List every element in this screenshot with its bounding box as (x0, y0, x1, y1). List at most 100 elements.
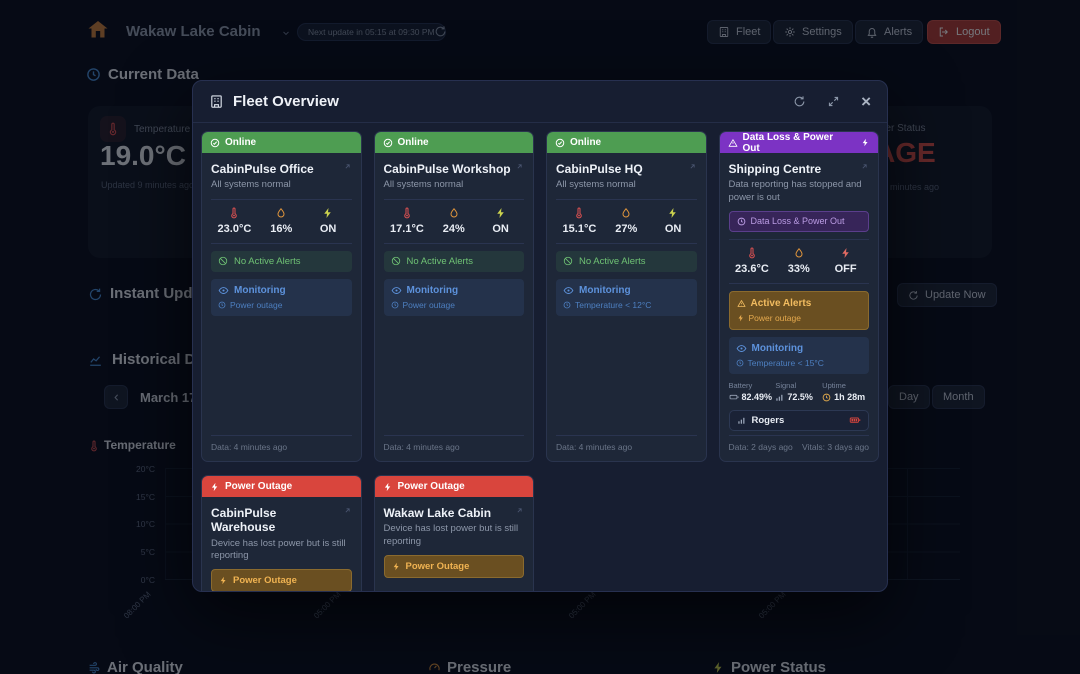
device-status-label: Power Outage (397, 481, 465, 492)
device-subtitle: All systems normal (383, 179, 464, 191)
device-subtitle: All systems normal (556, 179, 636, 191)
device-humidity: 27% (615, 222, 638, 235)
device-status-label: Online (397, 137, 429, 148)
device-card-office[interactable]: Online CabinPulse Office All systems nor… (201, 131, 362, 462)
no-active-alerts: No Active Alerts (211, 250, 352, 272)
monitoring-title: Monitoring (579, 284, 631, 296)
modal-header: Fleet Overview × (193, 81, 887, 123)
device-humidity: 24% (442, 222, 465, 235)
device-name: CabinPulse Warehouse (211, 506, 277, 535)
device-status-label: Data Loss & Power Out (742, 131, 834, 154)
humidity-icon (620, 207, 632, 219)
signal-label: Signal (775, 381, 797, 391)
device-card-workshop[interactable]: Online CabinPulse Workshop All systems n… (373, 131, 534, 462)
external-link-icon[interactable] (515, 506, 524, 515)
device-card-hq[interactable]: Online CabinPulse HQ All systems normal … (546, 131, 707, 462)
device-stats: 17.1°C 24% ON (383, 198, 524, 244)
device-data-age: Data: 4 minutes ago (211, 442, 288, 452)
humidity-icon (793, 247, 805, 259)
circle-check-icon (383, 138, 393, 148)
device-footer: Data: 4 minutes ago (556, 435, 697, 452)
external-link-icon[interactable] (343, 506, 352, 515)
eye-icon (218, 285, 229, 296)
warning-icon (737, 299, 746, 308)
external-link-icon[interactable] (688, 162, 697, 171)
device-status-label: Online (570, 137, 602, 148)
circle-slash-icon (391, 256, 401, 266)
device-name: CabinPulse Workshop (383, 162, 511, 176)
device-status-bar: Data Loss & Power Out (719, 131, 878, 154)
battery-low-icon (849, 414, 861, 426)
device-temperature: 17.1°C (390, 222, 424, 235)
modal-close-icon[interactable]: × (861, 92, 871, 111)
device-power: OFF (834, 262, 857, 275)
thermometer-icon (746, 247, 758, 259)
modal-title: Fleet Overview (233, 93, 339, 110)
circle-check-icon (210, 138, 220, 148)
device-vitals-age: Vitals: 3 days ago (802, 442, 869, 452)
device-data-age: Data: 2 days ago (728, 442, 793, 452)
device-card-wakaw-lake-cabin[interactable]: Power Outage Wakaw Lake Cabin Device has… (373, 475, 534, 591)
device-humidity: 16% (270, 222, 293, 235)
modal-refresh-icon[interactable] (793, 95, 806, 108)
carrier-name: Rogers (751, 414, 785, 426)
circle-check-icon (555, 138, 565, 148)
no-active-alerts: No Active Alerts (383, 250, 524, 272)
monitoring-box: Monitoring Power outage (211, 278, 352, 316)
device-card-shipping-centre[interactable]: Data Loss & Power Out Shipping Centre Da… (718, 131, 879, 462)
warning-icon (728, 138, 738, 148)
clock-icon (737, 217, 746, 226)
clock-icon (822, 393, 831, 402)
device-footer: Data: 4 minutes ago (383, 435, 524, 452)
clock-icon (736, 359, 744, 367)
power-outage-badge-label: Power Outage (233, 575, 297, 587)
device-status-label: Power Outage (225, 481, 293, 492)
power-outage-badge: Power Outage (383, 554, 524, 579)
device-name: Shipping Centre (728, 162, 822, 176)
battery-icon (729, 392, 739, 402)
power-bolt-icon (737, 314, 745, 322)
clock-icon (218, 301, 226, 309)
external-link-icon[interactable] (343, 162, 352, 171)
battery-label: Battery (728, 381, 753, 391)
external-link-icon[interactable] (860, 162, 869, 171)
device-data-age: Data: 4 minutes ago (556, 442, 633, 452)
device-stats: 15.1°C 27% ON (556, 198, 697, 244)
active-alerts-box: Active Alerts Power outage (728, 290, 869, 330)
device-stats: 23.0°C 16% ON (211, 198, 352, 244)
monitoring-item: Power outage (230, 299, 283, 310)
device-temperature: 23.0°C (217, 222, 252, 235)
device-data-age: Data: 4 minutes ago (383, 442, 460, 452)
signal-icon (737, 416, 746, 425)
power-bolt-icon (219, 576, 228, 585)
active-alert-item: Power outage (748, 312, 801, 323)
external-link-icon[interactable] (515, 162, 524, 171)
device-card-warehouse[interactable]: Power Outage CabinPulse Warehouse Device… (201, 475, 362, 591)
monitoring-title: Monitoring (406, 284, 459, 296)
device-temperature: 15.1°C (562, 222, 597, 235)
modal-expand-icon[interactable] (827, 95, 840, 108)
monitoring-box: Monitoring Power outage (383, 278, 524, 316)
humidity-icon (448, 207, 460, 219)
monitoring-title: Monitoring (234, 284, 286, 296)
power-outage-badge-label: Power Outage (405, 560, 470, 572)
device-name: Wakaw Lake Cabin (383, 506, 492, 520)
data-loss-badge-label: Data Loss & Power Out (750, 215, 845, 226)
device-name: CabinPulse HQ (556, 162, 643, 176)
monitoring-item: Power outage (402, 299, 455, 310)
power-bolt-icon (322, 207, 334, 219)
no-active-alerts-label: No Active Alerts (579, 255, 646, 267)
battery-value: 82.49% (741, 392, 773, 403)
no-active-alerts-label: No Active Alerts (406, 255, 474, 267)
thermometer-icon (573, 207, 585, 219)
device-power: ON (319, 222, 337, 235)
power-outage-badge: Power Outage (211, 569, 352, 591)
device-power: ON (664, 222, 682, 235)
eye-icon (391, 285, 402, 296)
eye-icon (736, 343, 747, 354)
power-bolt-icon (861, 138, 870, 147)
clock-icon (563, 301, 571, 309)
no-active-alerts-label: No Active Alerts (234, 255, 301, 267)
power-bolt-icon (210, 482, 220, 492)
